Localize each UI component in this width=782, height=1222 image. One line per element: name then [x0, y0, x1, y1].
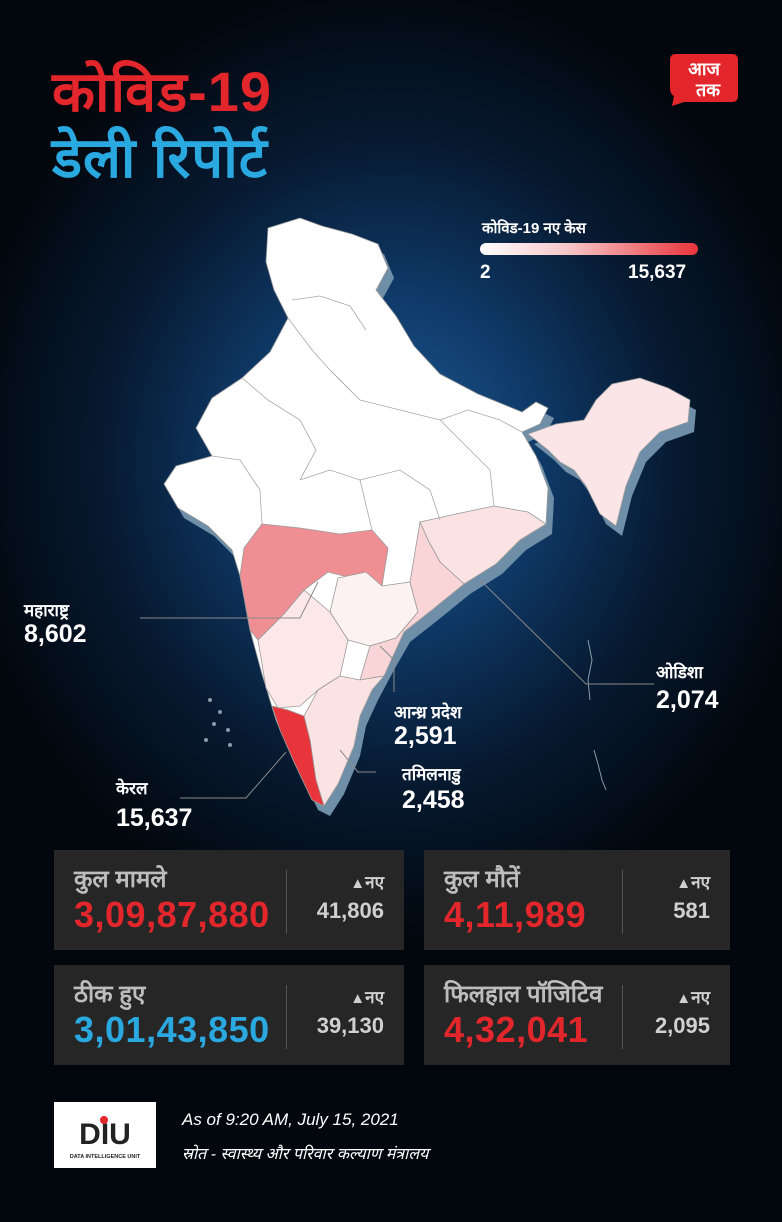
label-kerala-name: केरल: [116, 779, 148, 798]
total-deaths-new: 581: [673, 898, 710, 923]
logo-text-bottom: तक: [695, 80, 721, 101]
page-title-line2: डेली रिपोर्ट: [52, 126, 268, 189]
recovered-new: 39,130: [316, 1013, 384, 1038]
label-andhra-name: आन्ध्र प्रदेश: [394, 703, 462, 722]
legend-title: कोविड-19 नए केस: [482, 220, 586, 237]
label-odisha-value: 2,074: [656, 686, 719, 714]
total-deaths-label: कुल मौतें: [444, 866, 520, 893]
legend-max-value: 15,637: [628, 262, 687, 283]
card-divider: [286, 870, 287, 934]
new-indicator: ▲नए: [350, 985, 384, 1008]
northeast-shape: [527, 377, 691, 527]
diu-logo-subtext: DATA INTELLIGENCE UNIT: [70, 1154, 141, 1160]
new-indicator: ▲नए: [676, 985, 710, 1008]
card-divider: [622, 985, 623, 1049]
new-indicator: ▲नए: [350, 870, 384, 893]
new-label: नए: [365, 873, 384, 892]
up-triangle-icon: ▲: [350, 875, 366, 892]
recovered-value: 3,01,43,850: [74, 1009, 270, 1050]
total-deaths-value: 4,11,989: [444, 894, 587, 935]
aajtak-logo: आज तक: [670, 54, 738, 106]
up-triangle-icon: ▲: [676, 990, 692, 1007]
state-kerala: [271, 705, 325, 807]
label-tamilnadu-value: 2,458: [402, 786, 465, 814]
label-odisha-name: ओडिशा: [656, 663, 703, 682]
up-triangle-icon: ▲: [350, 990, 366, 1007]
andaman-islands: [587, 639, 607, 791]
logo-text-top: आज: [688, 59, 720, 80]
new-indicator: ▲नए: [676, 870, 710, 893]
card-recovered: ठीक हुए 3,01,43,850 ▲नए 39,130: [54, 965, 404, 1065]
new-label: नए: [691, 988, 710, 1007]
label-kerala-value: 15,637: [116, 804, 193, 832]
legend-min-value: 2: [480, 262, 491, 283]
new-label: नए: [691, 873, 710, 892]
card-divider: [622, 870, 623, 934]
total-cases-value: 3,09,87,880: [74, 894, 270, 935]
callout-lines: [140, 579, 654, 799]
as-of-timestamp: As of 9:20 AM, July 15, 2021: [182, 1110, 399, 1129]
new-label: नए: [365, 988, 384, 1007]
state-borders: [211, 295, 523, 531]
card-divider: [286, 985, 287, 1049]
state-maharashtra: [239, 523, 389, 641]
source-text: स्रोत - स्वास्थ्य और परिवार कल्याण मंत्र…: [182, 1146, 429, 1163]
card-active: फिलहाल पॉजिटिव 4,32,041 ▲नए 2,095: [424, 965, 730, 1065]
label-maharashtra-name: महाराष्ट्र: [24, 601, 69, 620]
active-label: फिलहाल पॉजिटिव: [444, 981, 603, 1008]
card-total-deaths: कुल मौतें 4,11,989 ▲नए 581: [424, 850, 730, 950]
total-cases-new: 41,806: [316, 898, 384, 923]
india-map: [140, 217, 696, 816]
total-cases-label: कुल मामले: [74, 866, 167, 893]
legend-gradient-bar: [480, 243, 698, 255]
lakshadweep-islands: [204, 698, 232, 747]
label-tamilnadu-name: तमिलनाडु: [402, 765, 461, 784]
diu-logo: DIU DATA INTELLIGENCE UNIT: [54, 1102, 156, 1168]
label-maharashtra-value: 8,602: [24, 620, 87, 648]
page-title-line1: कोविड-19: [52, 60, 273, 123]
card-total-cases: कुल मामले 3,09,87,880 ▲नए 41,806: [54, 850, 404, 950]
label-andhra-value: 2,591: [394, 722, 457, 750]
active-value: 4,32,041: [444, 1009, 589, 1050]
active-new: 2,095: [654, 1013, 710, 1038]
recovered-label: ठीक हुए: [74, 981, 146, 1008]
up-triangle-icon: ▲: [676, 875, 692, 892]
